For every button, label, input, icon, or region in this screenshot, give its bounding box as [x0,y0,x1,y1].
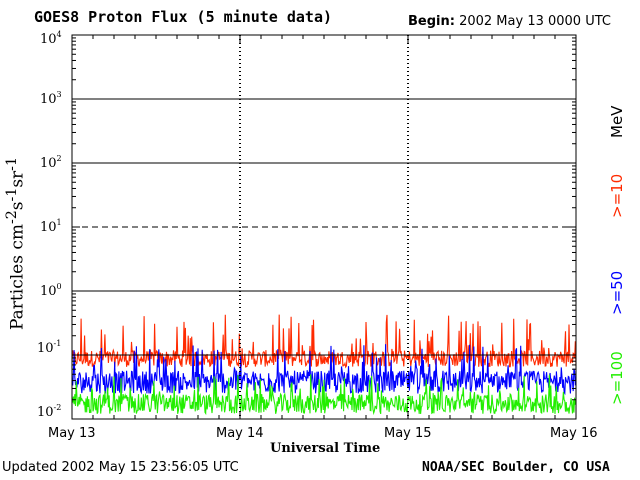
begin-value: 2002 May 13 0000 UTC [459,14,611,29]
begin-label: Begin: [408,14,455,29]
credit-text: NOAA/SEC Boulder, CO USA [422,460,610,475]
series-line-2 [71,374,577,416]
y-tick-label-2: 100 [40,282,62,299]
legend-unit: MeV [608,105,626,138]
x-tick-label-2: May 15 [384,426,432,441]
y-tick-label-6: 104 [40,30,62,47]
legend-series-10mev: >=10 [608,173,626,218]
chart-title: GOES8 Proton Flux (5 minute data) [34,8,333,26]
y-tick-label-0: 10-2 [37,403,62,420]
begin-timestamp: Begin: 2002 May 13 0000 UTC [408,14,611,29]
updated-value: 2002 May 15 23:56:05 UTC [61,460,239,475]
updated-timestamp: Updated 2002 May 15 23:56:05 UTC [2,460,239,475]
updated-label: Updated [2,460,58,475]
x-tick-label-1: May 14 [216,426,264,441]
y-tick-label-4: 102 [40,154,62,171]
y-tick-label-1: 10-1 [37,339,62,356]
x-tick-label-0: May 13 [48,426,96,441]
x-tick-label-3: May 16 [550,426,598,441]
legend-series-50mev: >=50 [608,270,626,315]
series-line-0 [71,314,577,369]
legend-series-100mev: >=100 [608,351,626,405]
x-axis-label: Universal Time [270,441,381,456]
y-tick-label-3: 101 [40,218,62,235]
y-tick-label-5: 103 [40,90,62,107]
y-axis-label: Particles cm-2s-1sr-1 [4,157,28,330]
